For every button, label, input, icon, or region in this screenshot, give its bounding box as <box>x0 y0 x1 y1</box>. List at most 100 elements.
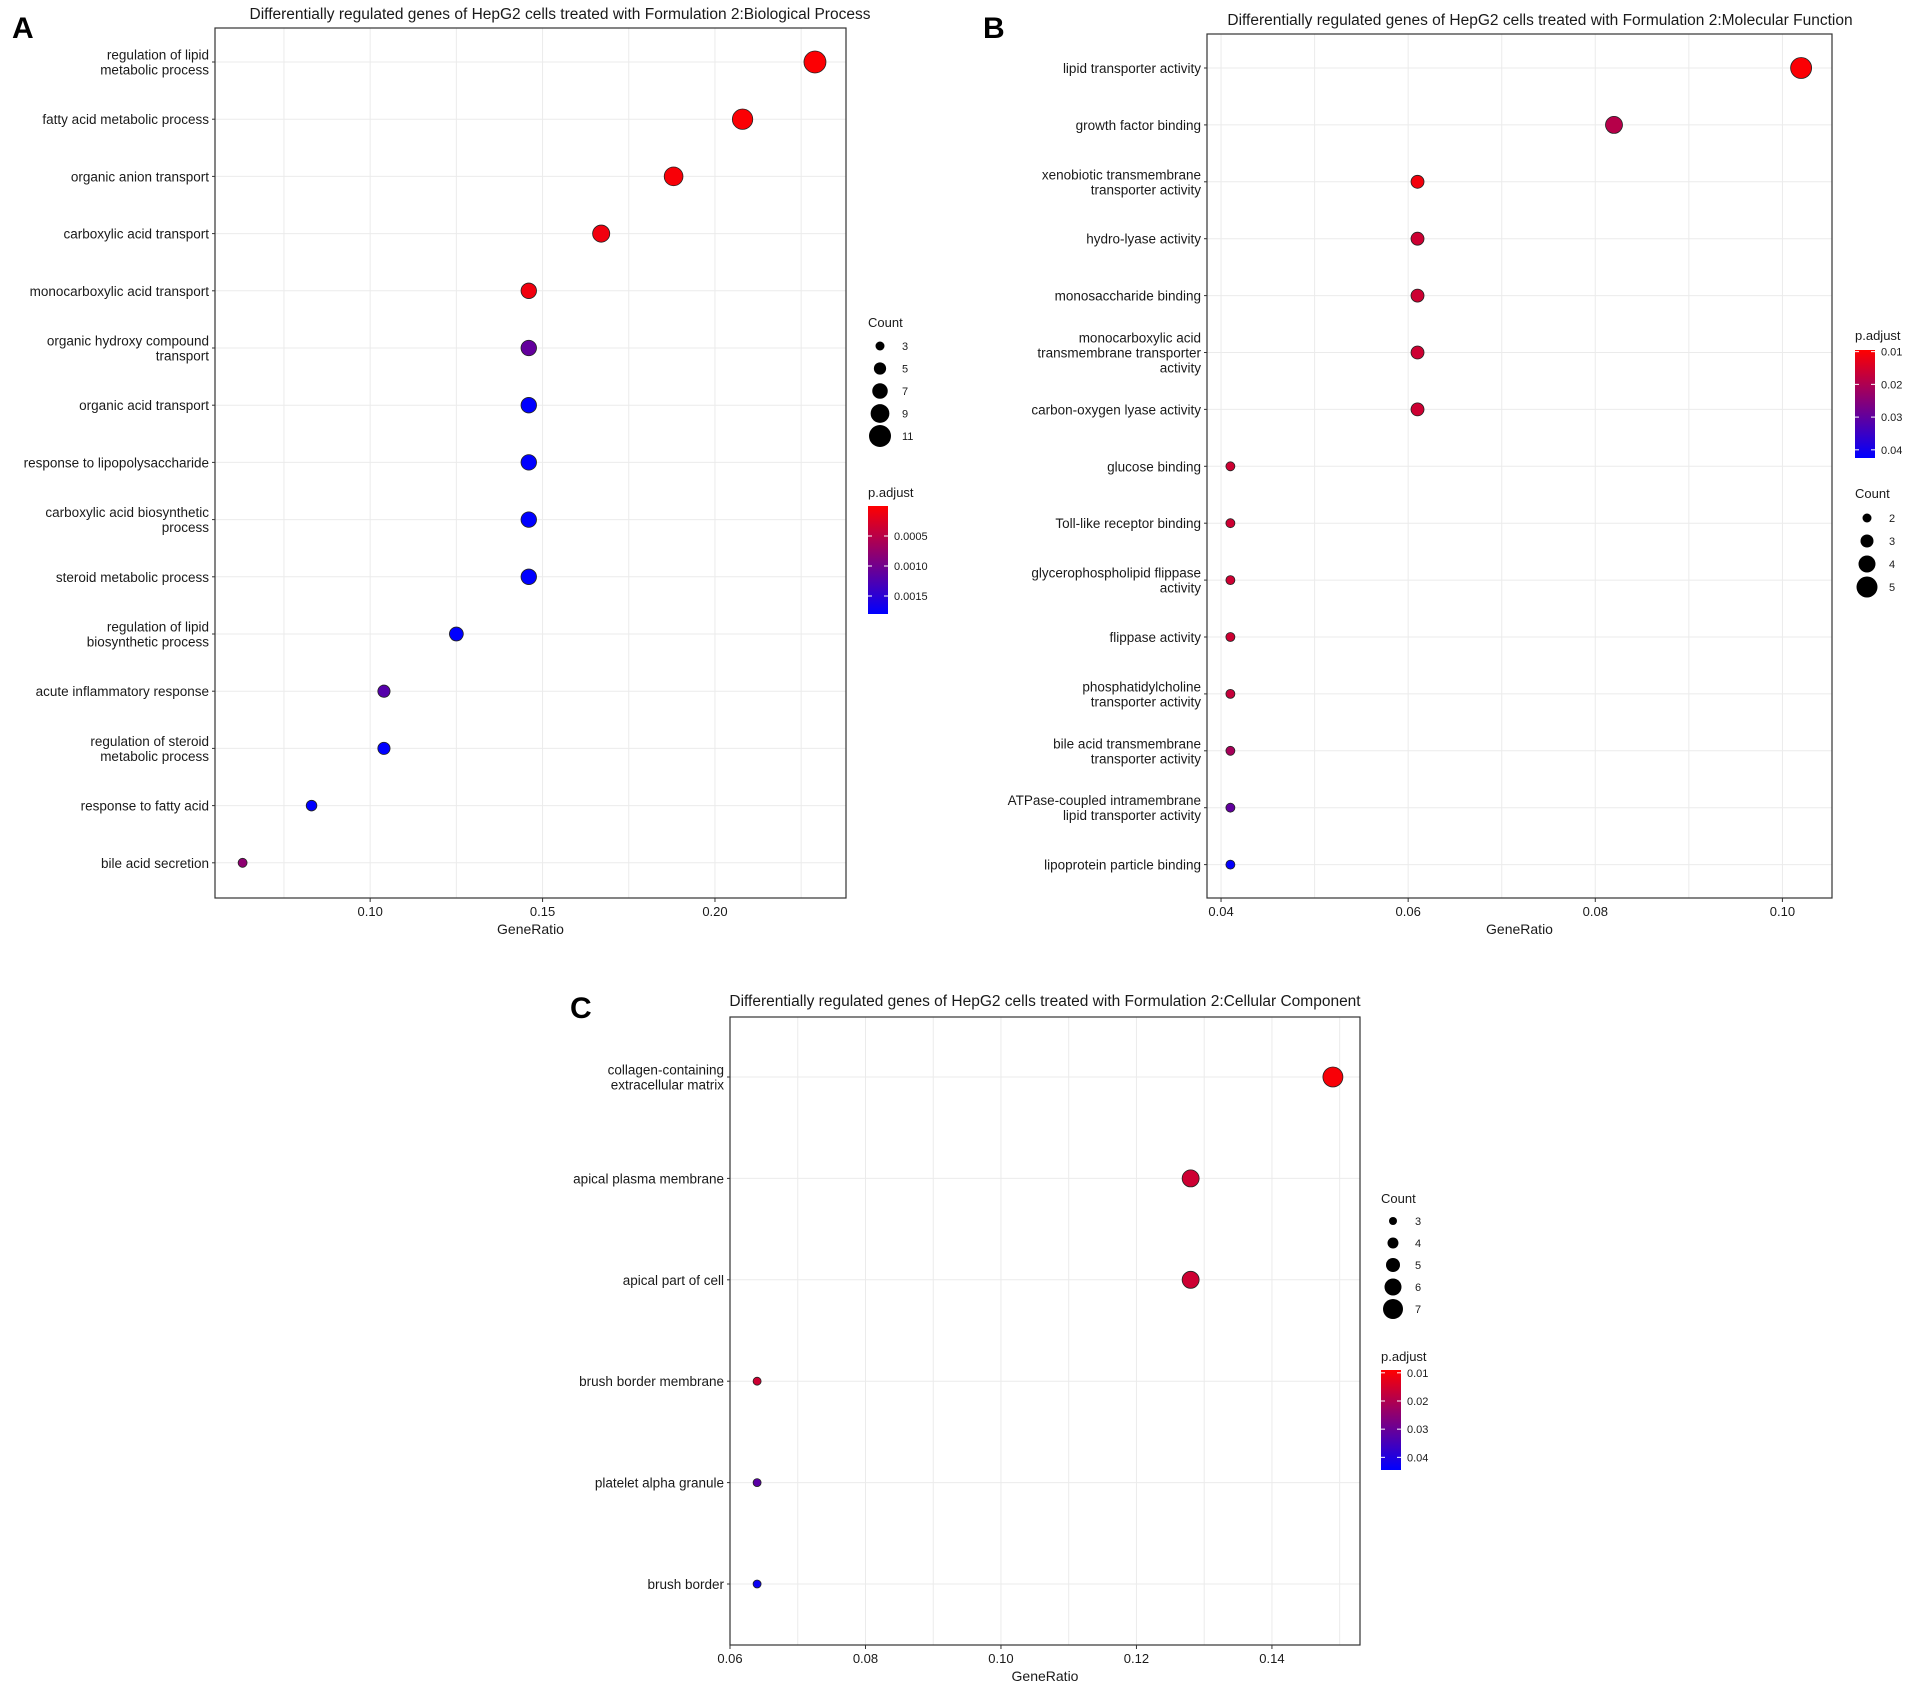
data-point <box>1410 402 1425 417</box>
x-tick-label: 0.15 <box>530 904 555 919</box>
legend-count-label: 3 <box>1889 536 1895 548</box>
y-category-label: steroid metabolic process <box>56 570 209 585</box>
data-point <box>1225 575 1236 585</box>
data-point <box>1225 859 1236 870</box>
y-category-label: phosphatidylcholine transporter activity <box>1082 679 1201 709</box>
legend-padjust-label: 0.0005 <box>894 531 928 543</box>
legend-count-swatch <box>873 362 887 375</box>
data-point <box>663 166 684 187</box>
data-point <box>1225 461 1236 472</box>
x-tick-label: 0.10 <box>1770 904 1795 919</box>
data-point <box>1322 1066 1344 1088</box>
data-point <box>1225 689 1236 699</box>
y-category-label: Toll-like receptor binding <box>1055 516 1201 531</box>
legend-count-label: 4 <box>1889 559 1895 571</box>
legend-padjust-label: 0.02 <box>1407 1396 1428 1408</box>
legend-count-swatch <box>870 404 890 423</box>
panel-label: B <box>983 12 1005 45</box>
panel-label: C <box>570 992 592 1025</box>
x-tick-label: 0.14 <box>1259 1651 1284 1666</box>
legend-padjust-label: 0.02 <box>1881 379 1902 391</box>
data-point <box>1605 116 1623 134</box>
y-category-label: glucose binding <box>1107 459 1201 474</box>
legend-padjust-title: p.adjust <box>868 485 914 500</box>
data-point <box>1225 802 1236 813</box>
legend-padjust-colorbar <box>868 506 888 614</box>
data-point <box>377 684 391 698</box>
legend-count-label: 7 <box>902 386 908 398</box>
x-tick-label: 0.04 <box>1208 904 1233 919</box>
y-category-label: brush border <box>647 1577 724 1592</box>
x-tick-label: 0.08 <box>1583 904 1608 919</box>
legend-count-label: 4 <box>1415 1238 1421 1250</box>
plot-area <box>214 27 847 899</box>
y-category-label: regulation of lipid metabolic process <box>100 48 209 78</box>
data-point <box>752 1478 762 1487</box>
y-category-label: brush border membrane <box>579 1374 724 1389</box>
legend-count-label: 5 <box>1889 582 1895 594</box>
data-point <box>731 108 754 130</box>
legend-count-label: 5 <box>902 364 908 376</box>
plot-area <box>729 1016 1361 1646</box>
legend-count-label: 7 <box>1415 1304 1421 1316</box>
y-category-label: platelet alpha granule <box>595 1476 724 1491</box>
y-category-label: collagen-containing extracellular matrix <box>608 1063 725 1093</box>
legend-padjust-label: 0.04 <box>1407 1452 1428 1464</box>
legend-padjust-label: 0.03 <box>1881 412 1902 424</box>
data-point <box>520 511 537 528</box>
data-point <box>520 568 537 585</box>
data-point <box>520 282 537 299</box>
data-point <box>305 799 318 812</box>
y-category-label: apical part of cell <box>623 1273 724 1288</box>
y-category-label: organic acid transport <box>79 398 209 413</box>
data-point <box>520 339 537 357</box>
legend-count-title: Count <box>868 315 903 330</box>
legend-count-label: 2 <box>1889 513 1895 525</box>
data-point <box>1225 632 1236 642</box>
legend-padjust-label: 0.0010 <box>894 561 928 573</box>
legend-count-label: 6 <box>1415 1282 1421 1294</box>
chart-title: Differentially regulated genes of HepG2 … <box>729 993 1361 1010</box>
data-point <box>1225 518 1236 529</box>
y-category-label: organic hydroxy compound transport <box>47 334 209 364</box>
legend-padjust-label: 0.0015 <box>894 591 928 603</box>
y-category-label: ATPase-coupled intramembrane lipid transp… <box>1008 793 1202 823</box>
data-point <box>752 1579 762 1589</box>
y-category-label: fatty acid metabolic process <box>42 112 209 127</box>
data-point <box>1410 345 1425 360</box>
y-category-label: response to lipopolysaccharide <box>24 455 209 470</box>
data-point <box>1181 1270 1200 1289</box>
x-tick-label: 0.10 <box>988 1651 1013 1666</box>
legend-count-title: Count <box>1855 486 1890 501</box>
data-point <box>1410 288 1425 303</box>
x-axis-label: GeneRatio <box>1486 921 1553 937</box>
y-category-label: bile acid transmembrane transporter activ… <box>1053 736 1201 766</box>
panel-label: A <box>12 12 34 45</box>
y-category-label: carbon-oxygen lyase activity <box>1031 402 1201 417</box>
y-category-label: acute inflammatory response <box>36 684 209 699</box>
legend-padjust-title: p.adjust <box>1855 328 1901 343</box>
legend-count-swatch <box>1386 1258 1400 1272</box>
y-category-label: monocarboxylic acid transmembrane transpo… <box>1037 331 1201 376</box>
y-category-label: xenobiotic transmembrane transporter acti… <box>1042 167 1201 197</box>
data-point <box>237 857 248 868</box>
legend-count-swatch <box>1862 513 1872 523</box>
legend-count-swatch <box>872 383 888 399</box>
y-category-label: lipoprotein particle binding <box>1044 858 1201 873</box>
data-point <box>1410 231 1425 246</box>
data-point <box>520 454 537 471</box>
x-axis-label: GeneRatio <box>497 921 564 937</box>
data-point <box>377 741 391 755</box>
panel-c: C Differentially regulated genes of HepG2… <box>570 992 1428 1684</box>
y-category-label: regulation of lipid biosynthetic process <box>87 620 210 650</box>
legend-count-label: 11 <box>902 431 913 443</box>
chart-title: Differentially regulated genes of HepG2 … <box>250 6 871 23</box>
legend-count-swatch <box>1856 576 1878 598</box>
legend-padjust-label: 0.03 <box>1407 1424 1428 1436</box>
y-category-label: glycerophospholipid flippase activity <box>1031 566 1201 596</box>
legend-count-swatch <box>1858 555 1876 573</box>
legend-count-title: Count <box>1381 1191 1416 1206</box>
x-tick-label: 0.10 <box>358 904 383 919</box>
y-category-label: lipid transporter activity <box>1063 61 1201 76</box>
